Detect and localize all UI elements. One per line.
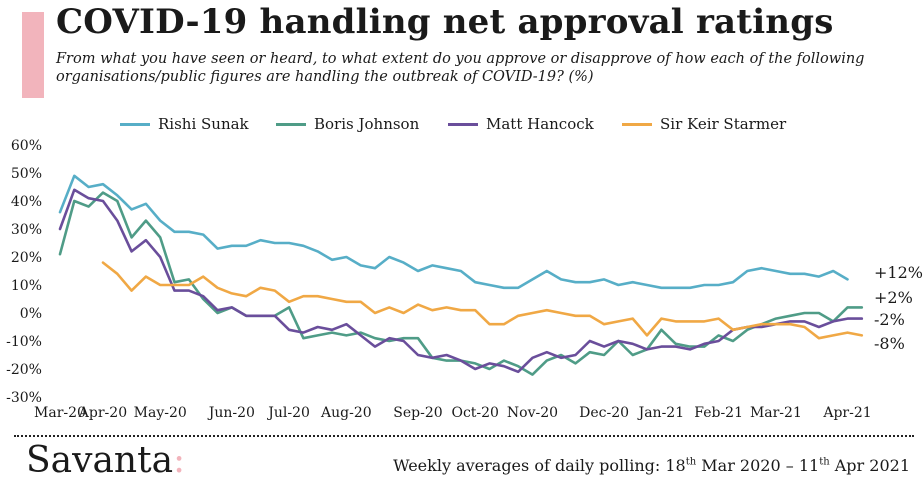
line-chart: -30%-20%-10%0%10%20%30%40%50%60% Mar-20A… xyxy=(6,138,923,421)
legend-item-boris-johnson: Boris Johnson xyxy=(276,115,419,133)
y-tick-label: 20% xyxy=(11,250,42,266)
y-axis: -30% -20% -10% 0% 10% 20% 30% 40% 50% 60% xyxy=(6,138,42,406)
end-label-boris-johnson: +2% xyxy=(874,288,913,307)
brand-logo: Savanta: xyxy=(26,440,185,481)
footer-middle: Mar 2020 – 11 xyxy=(696,456,820,475)
legend-item-keir-starmer: Sir Keir Starmer xyxy=(622,115,786,133)
x-tick-label: Jul-20 xyxy=(266,405,310,421)
footer-divider xyxy=(14,435,914,437)
legend-swatch-keir-starmer xyxy=(622,122,652,126)
y-tick-label: -30% xyxy=(6,390,42,406)
y-tick-label: -20% xyxy=(6,362,42,378)
legend-label-matt-hancock: Matt Hancock xyxy=(486,115,594,133)
footer-prefix: Weekly averages of daily polling: 18 xyxy=(393,456,686,475)
y-tick-label: 40% xyxy=(11,194,42,210)
chart-subtitle: From what you have seen or heard, to wha… xyxy=(56,51,865,85)
footer-note: Weekly averages of daily polling: 18th M… xyxy=(393,456,910,475)
x-tick-label: Nov-20 xyxy=(507,405,558,421)
y-tick-label: 60% xyxy=(11,138,42,154)
footer-sup-1: th xyxy=(685,456,697,468)
x-tick-label: Dec-20 xyxy=(579,405,629,421)
accent-bar xyxy=(22,12,44,98)
end-label-matt-hancock: -2% xyxy=(874,310,905,329)
x-tick-label: Jun-20 xyxy=(207,405,255,421)
legend: Rishi Sunak Boris Johnson Matt Hancock S… xyxy=(0,115,924,135)
legend-item-rishi-sunak: Rishi Sunak xyxy=(120,115,249,133)
x-tick-label: Mar-21 xyxy=(750,405,802,421)
x-tick-label: Feb-21 xyxy=(694,405,743,421)
end-label-rishi-sunak: +12% xyxy=(874,263,923,282)
end-labels: +12% +2% -2% -8% xyxy=(874,263,923,353)
x-tick-label: Jan-21 xyxy=(637,405,685,421)
series-line-matt-hancock xyxy=(58,188,864,374)
legend-swatch-rishi-sunak xyxy=(120,122,150,126)
x-tick-label: Apr-21 xyxy=(822,405,871,421)
y-tick-label: 50% xyxy=(11,166,42,182)
series-line-boris-johnson xyxy=(58,191,864,376)
x-tick-label: Sep-20 xyxy=(393,405,442,421)
chart-title: COVID-19 handling net approval ratings xyxy=(56,2,834,42)
legend-swatch-matt-hancock xyxy=(448,122,478,126)
y-tick-label: 10% xyxy=(11,278,42,294)
x-tick-label: Aug-20 xyxy=(320,405,372,421)
y-tick-label: 0% xyxy=(20,306,42,322)
x-tick-label: Oct-20 xyxy=(451,405,499,421)
x-tick-label: May-20 xyxy=(134,405,187,421)
y-tick-label: 30% xyxy=(11,222,42,238)
footer-sup-2: th xyxy=(819,456,830,468)
legend-label-boris-johnson: Boris Johnson xyxy=(314,115,420,133)
series-line-rishi-sunak xyxy=(58,174,849,290)
series-lines xyxy=(58,174,864,376)
x-tick-label: Mar-20 xyxy=(34,405,86,421)
legend-swatch-boris-johnson xyxy=(276,122,306,126)
series-line-sir-keir-starmer xyxy=(101,261,864,340)
brand-colon: : xyxy=(173,440,186,481)
end-label-sir-keir-starmer: -8% xyxy=(874,334,905,353)
brand-name: Savanta xyxy=(26,440,174,481)
y-tick-label: -10% xyxy=(6,334,42,350)
x-tick-label: Apr-20 xyxy=(78,405,127,421)
legend-item-matt-hancock: Matt Hancock xyxy=(448,115,594,133)
legend-label-keir-starmer: Sir Keir Starmer xyxy=(660,115,787,133)
footer-suffix: Apr 2021 xyxy=(829,456,910,475)
legend-label-rishi-sunak: Rishi Sunak xyxy=(158,115,249,133)
